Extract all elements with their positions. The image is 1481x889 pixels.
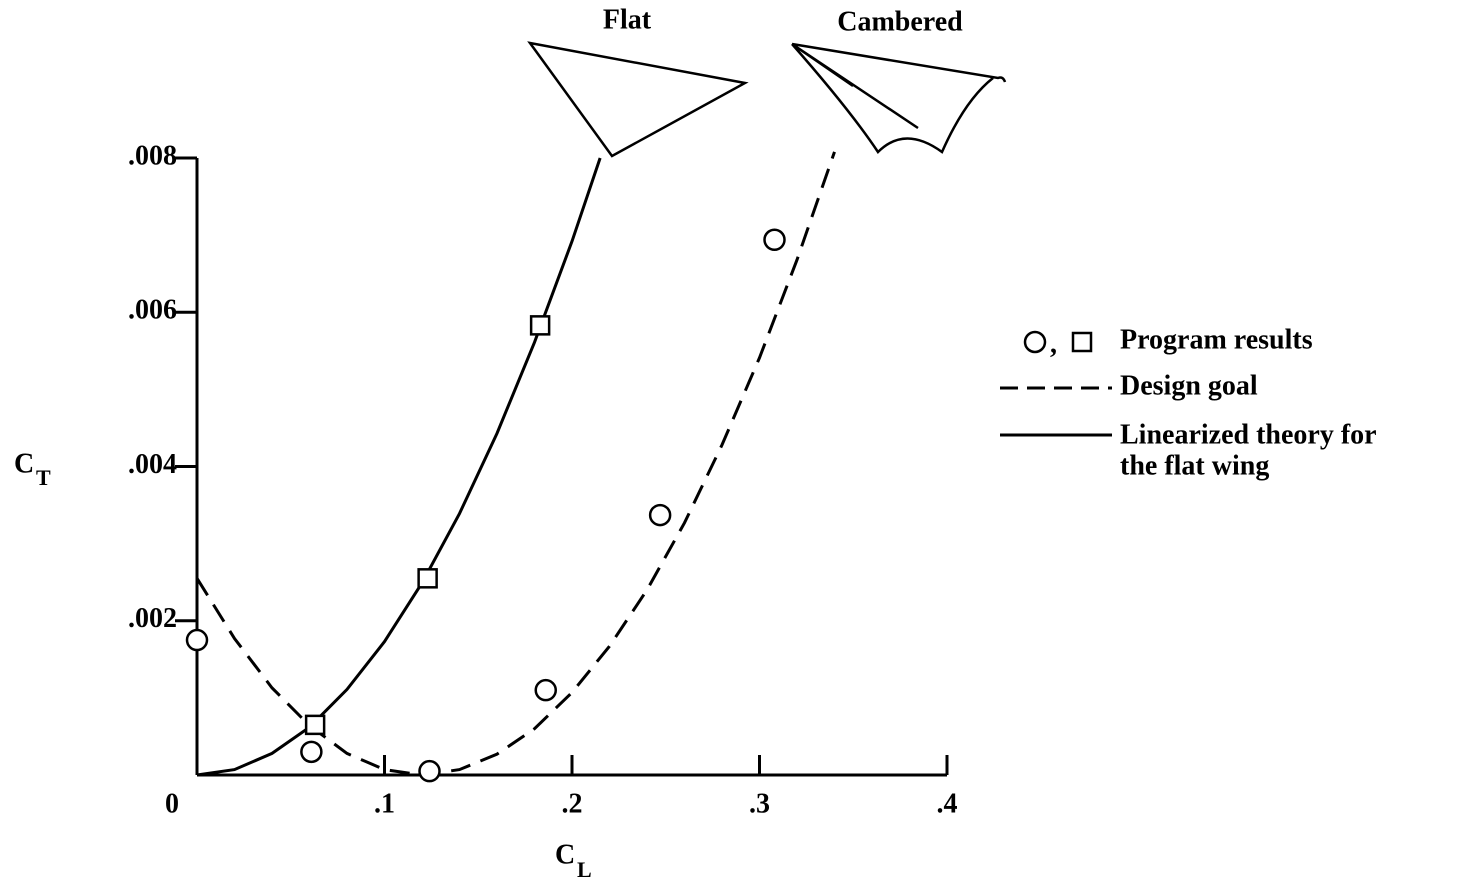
data-point <box>534 678 557 702</box>
y-tick-label: .004 <box>128 449 177 480</box>
data-point <box>648 503 672 527</box>
y-axis-label: C <box>14 448 34 479</box>
y-tick-label: .006 <box>128 295 177 326</box>
data-point <box>417 568 438 589</box>
data-point <box>418 759 441 783</box>
data-point <box>304 714 326 736</box>
legend-label: Program results <box>1120 324 1313 355</box>
data-point <box>300 740 323 764</box>
data-point <box>529 315 551 336</box>
x-axis-label: C <box>555 839 575 870</box>
legend-symbol <box>1071 331 1093 353</box>
legend-label: the flat wing <box>1120 450 1269 481</box>
legend-separator: , <box>1050 328 1057 359</box>
y-tick-label: .008 <box>128 140 177 171</box>
series-line <box>195 151 836 777</box>
x-tick-label: .2 <box>562 788 583 819</box>
x-tick-label: .1 <box>374 788 395 819</box>
legend-symbol <box>1023 330 1047 354</box>
cambered-wing-sketch <box>791 42 1007 154</box>
annotation: Flat <box>603 4 652 35</box>
x-axis-label-sub: L <box>577 857 592 882</box>
y-tick-label: .002 <box>128 603 177 634</box>
x-tick-label: 0 <box>165 788 179 819</box>
flat-wing-sketch <box>527 41 749 158</box>
legend-label: Design goal <box>1120 370 1258 401</box>
x-tick-label: .4 <box>937 788 958 819</box>
x-tick-label: .3 <box>749 788 770 819</box>
data-point <box>763 228 786 252</box>
data-point <box>185 628 209 652</box>
y-axis-label-sub: T <box>36 465 51 490</box>
annotation: Cambered <box>837 6 963 37</box>
legend-label: Linearized theory for <box>1120 419 1377 450</box>
